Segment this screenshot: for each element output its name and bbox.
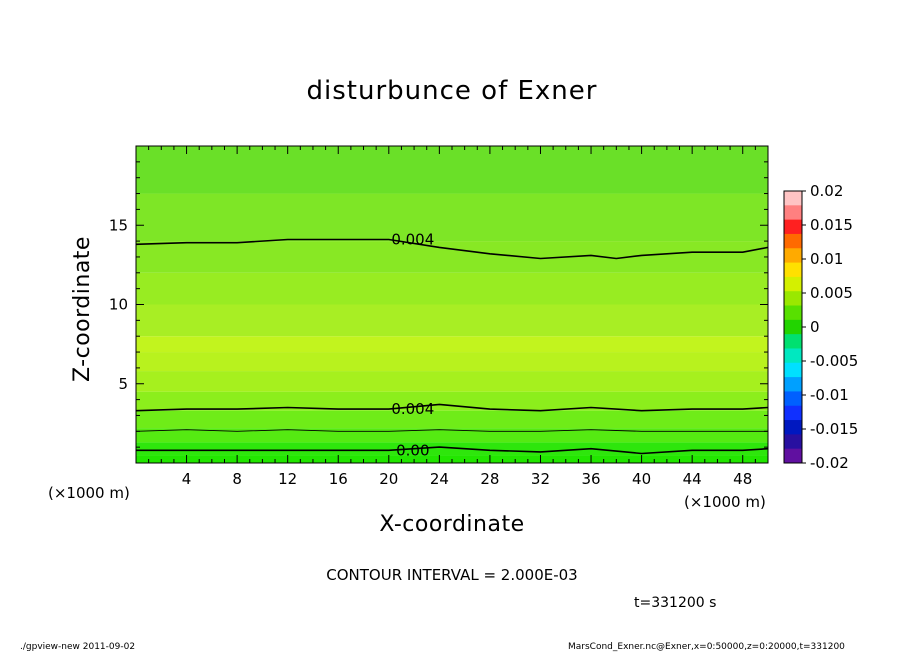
colorbar-label-3: 0.005	[810, 284, 853, 302]
contour-label-3: 0.00	[396, 441, 429, 459]
colorbar-label-1: 0.015	[810, 216, 853, 234]
contour-line-3	[136, 446, 769, 455]
colorbar-segment-6	[784, 276, 802, 292]
colorbar-label-0: 0.02	[810, 182, 843, 200]
colorbar-segment-2	[784, 219, 802, 235]
colorbar-segment-16	[784, 420, 802, 435]
y-tick-label-1: 10	[109, 296, 128, 314]
shade-band-1	[136, 442, 768, 456]
colorbar-segment-7	[784, 291, 802, 307]
shade-band-2	[136, 428, 768, 443]
colorbar-segment-0	[784, 191, 802, 206]
x-tick-label-5: 24	[430, 470, 449, 488]
colorbar-label-2: 0.01	[810, 250, 843, 268]
colorbar-segment-18	[784, 448, 802, 464]
x-tick-label-2: 12	[278, 470, 297, 488]
colorbar-label-6: -0.01	[810, 386, 849, 404]
y-tick-label-0: 5	[118, 375, 128, 393]
shade-band-3	[136, 410, 768, 429]
colorbar-segment-12	[784, 362, 802, 378]
time-stamp: t=331200 s	[634, 595, 717, 611]
x-tick-label-6: 28	[480, 470, 499, 488]
colorbar-label-8: -0.02	[810, 454, 849, 472]
colorbar-segment-3	[784, 233, 802, 249]
x-tick-label-0: 4	[182, 470, 192, 488]
colorbar-segment-11	[784, 348, 802, 364]
chart-title: disturbunce of Exner	[306, 76, 598, 106]
x-tick-label-4: 20	[379, 470, 398, 488]
x-tick-label-7: 32	[531, 470, 550, 488]
x-tick-label-10: 44	[683, 470, 702, 488]
x-tick-label-11: 48	[733, 470, 752, 488]
shade-band-7	[136, 336, 768, 353]
x-unit-right: (×1000 m)	[684, 493, 766, 511]
colorbar-label-4: 0	[810, 318, 820, 336]
x-axis-label: X-coordinate	[0, 512, 904, 537]
colorbar-segment-9	[784, 319, 802, 335]
shade-band-10	[136, 241, 768, 273]
colorbar-segment-4	[784, 248, 802, 264]
contour-label-0: 0.004	[391, 231, 434, 249]
y-axis-label: Z-coordinate	[70, 236, 95, 382]
contour-line-1	[135, 403, 769, 412]
contour-interval-note: CONTOUR INTERVAL = 2.000E-03	[326, 566, 578, 584]
contour-line-2	[135, 429, 768, 432]
y-tick-label-2: 15	[109, 216, 128, 234]
colorbar-segment-14	[784, 391, 802, 407]
shade-band-9	[136, 272, 768, 305]
shade-band-4	[136, 391, 768, 411]
contour-label-1: 0.004	[391, 400, 434, 418]
footer-left: ./gpview-new 2011-09-02	[20, 642, 136, 652]
shade-band-5	[136, 371, 768, 392]
x-tick-label-1: 8	[232, 470, 242, 488]
colorbar-segment-5	[784, 262, 802, 278]
colorbar-segment-10	[784, 334, 802, 349]
footer-right: MarsCond_Exner.nc@Exner,x=0:50000,z=0:20…	[568, 642, 845, 652]
x-tick-label-8: 36	[581, 470, 600, 488]
colorbar-segment-15	[784, 405, 802, 421]
shade-band-8	[136, 304, 768, 337]
contour-line-0	[135, 238, 769, 260]
colorbar-segment-8	[784, 305, 802, 321]
shade-band-11	[136, 193, 768, 242]
colorbar-segment-13	[784, 377, 802, 392]
shade-band-12	[136, 146, 768, 194]
x-tick-label-3: 16	[329, 470, 348, 488]
x-unit-left: (×1000 m)	[48, 484, 130, 502]
colorbar-segment-17	[784, 434, 802, 450]
x-tick-label-9: 40	[632, 470, 651, 488]
colorbar-label-5: -0.005	[810, 352, 858, 370]
colorbar: 0.02 0.015 0.01 0.005 0 -0.005 -0.01 -0.015 -0.0…	[783, 182, 858, 472]
x-axis-label-text: X-coordinate	[379, 512, 525, 537]
colorbar-segment-1	[784, 205, 802, 221]
shade-band-6	[136, 352, 768, 372]
colorbar-label-7: -0.015	[810, 420, 858, 438]
